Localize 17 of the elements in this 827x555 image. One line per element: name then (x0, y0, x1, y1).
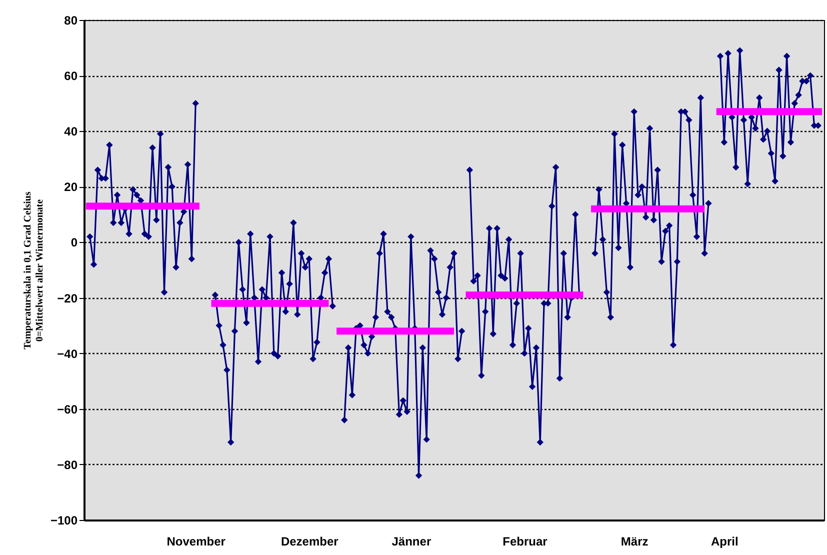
x-tick-label: April (710, 534, 738, 548)
y-tick-label: −20 (57, 291, 78, 306)
y-tick-label: −40 (57, 346, 78, 361)
x-tick-label: November (166, 534, 226, 548)
y-tick-label: 40 (64, 124, 78, 139)
y-tick-label: 0 (70, 236, 78, 250)
x-tick-label: März (620, 534, 648, 548)
x-tick-label: Jänner (392, 534, 432, 548)
y-tick-label: −60 (57, 402, 78, 416)
y-tick-label: −100 (50, 514, 78, 528)
y-tick-label: 60 (64, 69, 78, 84)
y-tick-label: −80 (57, 458, 78, 472)
x-tick-label: Dezember (280, 534, 339, 548)
y-tick-label: 20 (64, 180, 78, 194)
y-tick-label: 80 (64, 14, 78, 28)
y-axis-title: Temperaturskala in 0,1 Grad Celsius 0=Mittelwert aller Wintermonate (22, 192, 46, 350)
x-tick-label: Februar (502, 534, 548, 548)
